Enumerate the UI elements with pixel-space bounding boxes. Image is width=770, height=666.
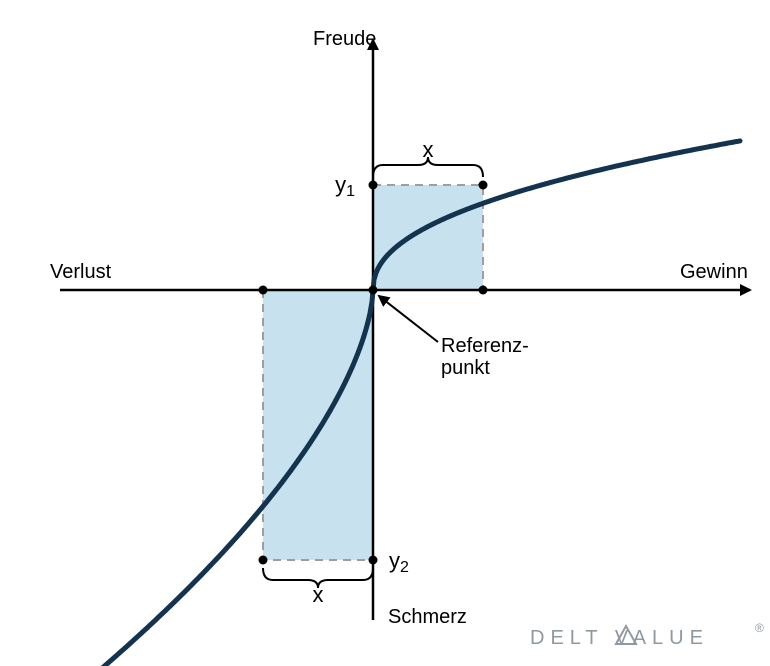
label-y-pos: Freude — [313, 28, 376, 50]
dot-gain-curve — [479, 181, 488, 190]
label-y1: y1 — [335, 172, 355, 200]
dot-xgain-axis — [479, 286, 488, 295]
dot-xloss-axis — [259, 286, 268, 295]
brand-registered-icon: ® — [755, 621, 764, 635]
dot-loss-curve — [259, 556, 268, 565]
label-y-neg: Schmerz — [388, 606, 467, 628]
dot-y2-axis — [369, 556, 378, 565]
ref-arrow — [379, 296, 438, 342]
brand-logo: DELT VALUE® — [530, 621, 764, 649]
label-x-loss: x — [313, 582, 324, 607]
dot-origin — [369, 286, 378, 295]
dot-y1-axis — [369, 181, 378, 190]
gain-region — [373, 185, 483, 290]
label-x-neg: Verlust — [50, 261, 112, 283]
label-y2: y2 — [389, 548, 409, 576]
label-x-pos: Gewinn — [680, 261, 748, 283]
label-ref: Referenz-punkt — [441, 335, 529, 379]
label-x-gain: x — [423, 137, 434, 162]
loss-region — [263, 290, 373, 560]
